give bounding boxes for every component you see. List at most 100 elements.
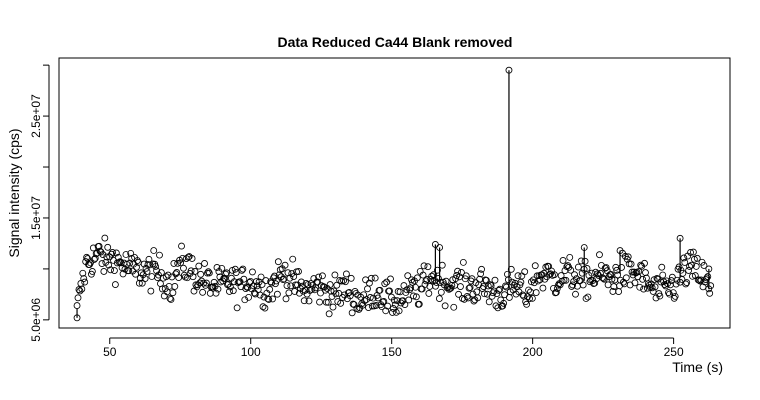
data-point	[477, 270, 485, 278]
data-point	[569, 281, 577, 289]
data-point	[454, 267, 462, 275]
data-point	[257, 273, 265, 281]
data-point	[571, 271, 578, 279]
data-point	[365, 304, 372, 311]
data-point	[285, 289, 293, 297]
data-point	[184, 253, 192, 261]
data-point	[675, 263, 683, 271]
data-point	[364, 285, 371, 293]
data-point	[114, 253, 122, 261]
data-point	[156, 251, 163, 259]
data-point	[78, 285, 86, 293]
data-point	[446, 285, 454, 293]
data-point	[190, 287, 198, 295]
data-point	[641, 259, 648, 267]
data-point	[452, 275, 460, 282]
data-point	[164, 271, 172, 279]
data-point	[80, 275, 88, 282]
data-point	[143, 268, 151, 275]
data-point	[459, 258, 467, 266]
data-point	[465, 284, 473, 292]
data-point	[245, 293, 253, 301]
data-point	[286, 274, 294, 282]
data-point	[598, 274, 606, 282]
data-point	[239, 265, 247, 273]
y-tick-label: 1.5e+07	[29, 196, 43, 240]
x-tick-label: 250	[664, 345, 684, 359]
data-point	[686, 262, 693, 270]
data-point	[458, 269, 465, 276]
data-point	[596, 251, 603, 259]
data-point	[438, 261, 446, 269]
data-point	[618, 264, 625, 271]
data-point	[201, 260, 208, 267]
data-point	[502, 282, 509, 290]
data-point	[252, 278, 260, 285]
data-point	[556, 281, 564, 289]
data-point	[329, 303, 337, 311]
data-point	[226, 288, 233, 295]
data-point	[316, 298, 323, 306]
data-point	[608, 275, 616, 283]
data-point	[178, 242, 185, 250]
data-point	[450, 303, 458, 311]
data-point	[262, 277, 270, 285]
data-point	[679, 269, 687, 277]
data-point	[425, 289, 433, 297]
data-point	[687, 248, 694, 256]
data-point	[644, 280, 652, 288]
data-point	[480, 283, 487, 290]
data-point	[111, 267, 118, 274]
data-point	[259, 303, 267, 311]
data-point	[75, 286, 83, 293]
data-point	[692, 262, 700, 270]
data-point	[297, 278, 305, 286]
data-point	[374, 294, 382, 302]
data-point	[519, 291, 527, 299]
data-point	[642, 269, 649, 276]
data-point	[435, 295, 443, 303]
data-point	[523, 300, 531, 308]
data-point	[296, 289, 303, 297]
data-point	[348, 309, 356, 317]
data-point	[683, 279, 691, 286]
data-point	[73, 302, 81, 310]
data-point	[420, 262, 428, 270]
data-point	[528, 294, 536, 302]
data-point	[319, 272, 326, 280]
data-point	[331, 271, 339, 279]
data-point	[283, 282, 291, 289]
spike-point	[705, 265, 713, 273]
data-point	[218, 264, 226, 272]
data-point	[383, 278, 391, 286]
data-point	[126, 259, 134, 267]
data-point	[287, 282, 295, 290]
data-point	[119, 270, 127, 278]
data-point	[424, 263, 432, 271]
data-point	[212, 289, 220, 297]
data-point	[525, 286, 532, 294]
data-point	[281, 261, 289, 269]
data-point	[273, 277, 280, 285]
data-point	[199, 288, 207, 296]
data-point	[150, 247, 158, 254]
data-point	[352, 290, 360, 297]
data-point	[486, 281, 494, 289]
data-point	[586, 278, 594, 286]
data-point	[627, 260, 635, 268]
data-point	[213, 264, 221, 271]
data-point	[141, 275, 149, 282]
y-axis-label: Signal intensity (cps)	[6, 128, 22, 257]
data-point	[171, 282, 179, 290]
data-point	[365, 279, 373, 287]
data-point	[388, 309, 396, 316]
data-point	[658, 263, 666, 271]
data-point	[347, 274, 355, 282]
data-point	[105, 261, 113, 269]
data-point	[346, 292, 354, 300]
data-point	[415, 300, 423, 308]
data-point	[177, 259, 184, 267]
data-point	[241, 296, 249, 304]
data-point	[253, 282, 261, 290]
